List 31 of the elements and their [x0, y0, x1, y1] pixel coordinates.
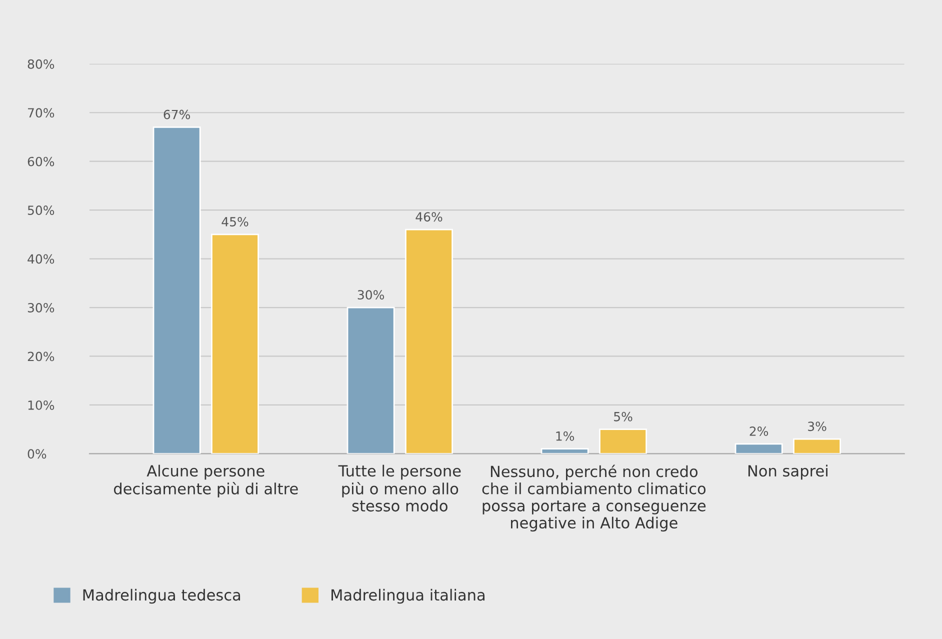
- x-tick-label: Tutte le persone più o meno allo stesso modo: [338, 464, 461, 512]
- data-label: 67%: [164, 110, 190, 120]
- data-label: 46%: [416, 212, 442, 222]
- y-tick-label: 70%: [28, 108, 54, 118]
- y-tick-label: 10%: [28, 400, 54, 410]
- legend-label: Madrelingua tedesca: [83, 588, 240, 604]
- bar: [405, 228, 453, 454]
- data-label: 3%: [808, 422, 826, 432]
- data-label: 30%: [358, 290, 384, 300]
- bar: [599, 428, 647, 454]
- y-tick-label: 20%: [28, 352, 54, 362]
- y-tick-label: 30%: [28, 302, 54, 312]
- bar: [540, 448, 589, 454]
- bar: [152, 126, 201, 454]
- y-tick-label: 80%: [28, 59, 54, 69]
- data-label: 2%: [750, 426, 768, 436]
- data-label: 5%: [614, 412, 632, 422]
- bar: [734, 443, 783, 454]
- bar: [793, 438, 841, 454]
- y-tick-label: 60%: [28, 156, 54, 166]
- bar: [346, 306, 395, 454]
- bar: [211, 234, 259, 454]
- y-tick-label: 50%: [28, 206, 54, 215]
- x-tick-label: Alcune persone decisamente più di altre: [114, 464, 298, 498]
- data-label: 1%: [556, 431, 574, 441]
- y-tick-label: 0%: [28, 449, 46, 459]
- legend-label: Madrelingua italiana: [332, 588, 484, 604]
- data-label: 45%: [222, 217, 248, 226]
- y-tick-label: 40%: [28, 254, 54, 264]
- x-tick-label: Nessuno, perché non credo che il cambiamento climatico possa portare a conseguenze negative in Alto Adige: [482, 464, 706, 532]
- x-tick-label: Non saprei: [748, 464, 828, 480]
